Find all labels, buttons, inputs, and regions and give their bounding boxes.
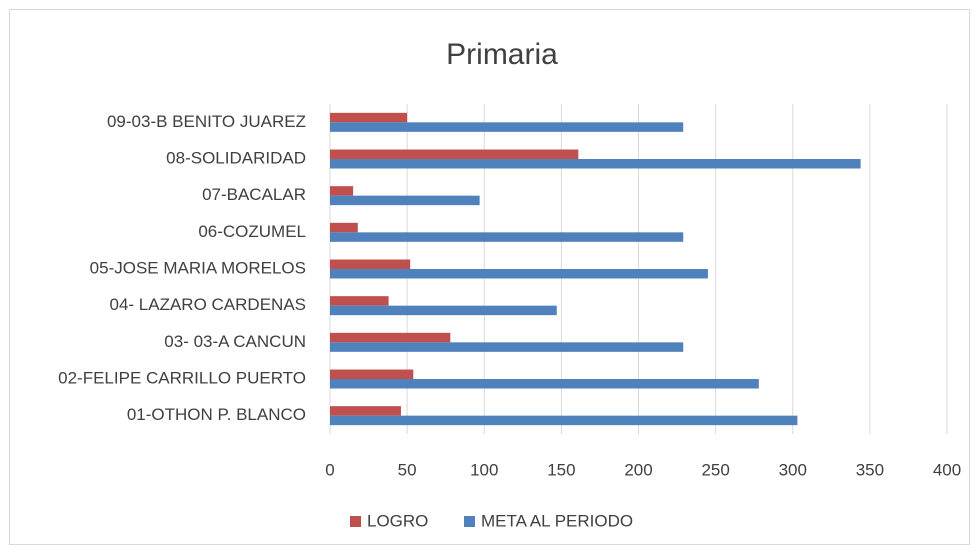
y-tick-label: 09-03-B BENITO JUAREZ <box>107 112 306 131</box>
y-tick-label: 04- LAZARO CARDENAS <box>110 295 307 314</box>
x-tick-label: 0 <box>325 460 334 479</box>
bar <box>330 122 684 132</box>
legend-swatch <box>350 516 361 527</box>
bar <box>330 369 414 379</box>
legend-label: META AL PERIODO <box>481 511 633 530</box>
bar <box>330 406 401 416</box>
x-tick-label: 50 <box>398 460 417 479</box>
bar <box>330 112 408 123</box>
x-tick-label: 150 <box>547 460 575 479</box>
y-tick-label: 05-JOSE MARIA MORELOS <box>90 258 306 277</box>
x-tick-label: 300 <box>779 460 807 479</box>
x-tick-label: 200 <box>624 460 652 479</box>
x-tick-label: 350 <box>856 460 884 479</box>
bar <box>330 342 684 352</box>
bar <box>330 415 798 426</box>
x-tick-label: 400 <box>933 460 961 479</box>
legend-swatch <box>464 516 475 527</box>
bar <box>330 296 389 306</box>
y-tick-label: 01-OTHON P. BLANCO <box>127 405 306 424</box>
x-tick-label: 250 <box>701 460 729 479</box>
y-tick-label: 03- 03-A CANCUN <box>164 332 306 351</box>
bar <box>330 259 411 269</box>
bar <box>330 379 759 389</box>
bar <box>330 222 358 233</box>
y-tick-label: 07-BACALAR <box>202 185 306 204</box>
y-tick-label: 06-COZUMEL <box>198 222 306 241</box>
bar <box>330 305 557 316</box>
bar <box>330 195 480 206</box>
x-tick-label: 100 <box>470 460 498 479</box>
bar <box>330 232 684 242</box>
bar <box>330 269 708 279</box>
chart-title: Primaria <box>446 38 558 71</box>
bar <box>330 186 354 196</box>
bar <box>330 149 579 159</box>
y-tick-label: 08-SOLIDARIDAD <box>166 148 306 167</box>
y-tick-label: 02-FELIPE CARRILLO PUERTO <box>58 368 306 387</box>
legend-label: LOGRO <box>367 511 428 530</box>
bar <box>330 332 451 343</box>
bar <box>330 159 861 169</box>
